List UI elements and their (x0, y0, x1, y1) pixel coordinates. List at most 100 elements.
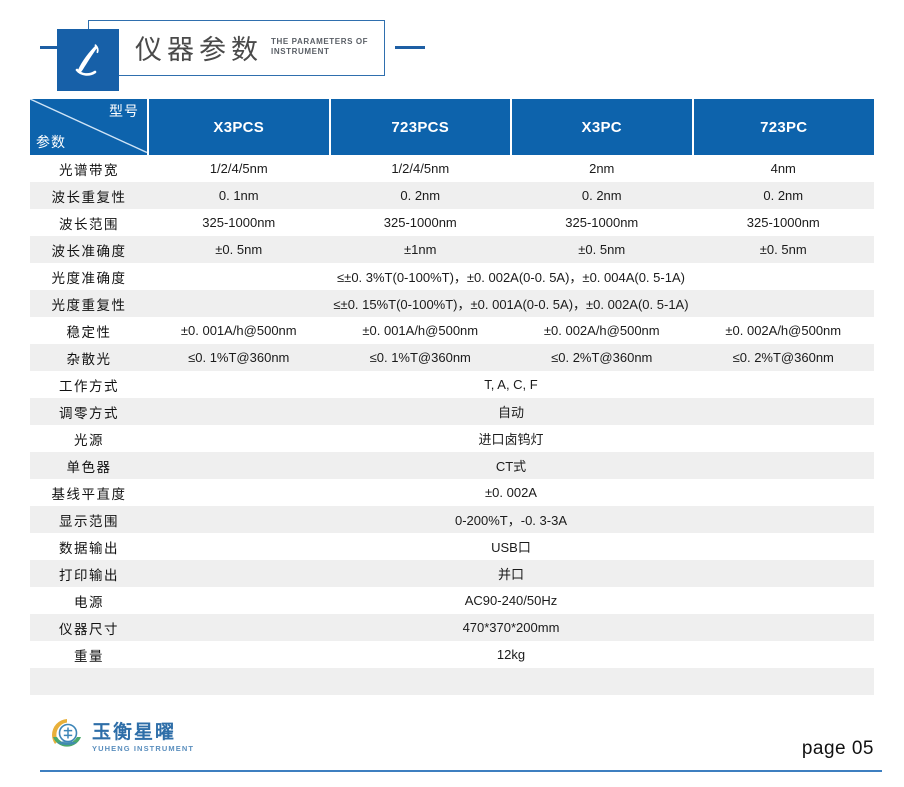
row-value-merged: 进口卤钨灯 (148, 425, 874, 452)
specification-table-wrapper: 型号 参数 X3PCS 723PCS X3PC 723PC 光谱带宽 1/2/4/… (30, 99, 874, 695)
row-value-3: 0. 2nm (692, 182, 874, 209)
row-value-merged: USB口 (148, 533, 874, 560)
row-value-1: 0. 2nm (329, 182, 511, 209)
row-value-3: 325-1000nm (692, 209, 874, 236)
row-value-3: ≤0. 2%T@360nm (692, 344, 874, 371)
row-value-2: ±0. 002A/h@500nm (511, 317, 693, 344)
table-row: 光度重复性 ≤±0. 15%T(0-100%T)，±0. 001A(0-0. 5A… (30, 290, 874, 317)
company-logo-text: 玉衡星曜 YUHENG INSTRUMENT (92, 720, 195, 753)
row-label: 波长准确度 (30, 236, 148, 263)
row-value-3: 4nm (692, 155, 874, 182)
row-value-merged: 自动 (148, 398, 874, 425)
row-value-3: ±0. 5nm (692, 236, 874, 263)
table-row: 波长重复性 0. 1nm 0. 2nm 0. 2nm 0. 2nm (30, 182, 874, 209)
row-value-0: ±0. 5nm (148, 236, 330, 263)
row-label: 波长重复性 (30, 182, 148, 209)
row-value-1: 325-1000nm (329, 209, 511, 236)
row-value-0: ±0. 001A/h@500nm (148, 317, 330, 344)
row-label: 光度准确度 (30, 263, 148, 290)
page-header: 仪器参数 THE PARAMETERS OF INSTRUMENT (0, 0, 904, 95)
row-value-merged: AC90-240/50Hz (148, 587, 874, 614)
table-body: 光谱带宽 1/2/4/5nm 1/2/4/5nm 2nm 4nm 波长重复性 0. 1nm 0… (30, 155, 874, 695)
table-row: 波长范围 325-1000nm 325-1000nm 325-1000nm 325-10… (30, 209, 874, 236)
corner-model-label: 型号 (109, 104, 139, 120)
header-title-frame: 仪器参数 THE PARAMETERS OF INSTRUMENT (57, 19, 386, 91)
row-value-merged: ≤±0. 3%T(0-100%T)，±0. 002A(0-0. 5A)，±0. … (148, 263, 874, 290)
table-row: 数据输出 USB口 (30, 533, 874, 560)
row-label: 电源 (30, 587, 148, 614)
page-number: page 05 (801, 738, 874, 759)
corner-header-cell: 型号 参数 (30, 99, 149, 155)
row-value-merged: 0-200%T，-0. 3-3A (148, 506, 874, 533)
row-value-1: 1/2/4/5nm (329, 155, 511, 182)
diagonal-divider-icon (30, 99, 147, 153)
page-footer: 玉衡星曜 YUHENG INSTRUMENT page 05 (0, 709, 904, 787)
table-header-row: 型号 参数 X3PCS 723PCS X3PC 723PC (30, 99, 874, 155)
table-row: 波长准确度 ±0. 5nm ±1nm ±0. 5nm ±0. 5nm (30, 236, 874, 263)
corner-param-label: 参数 (36, 135, 66, 151)
row-value-3: ±0. 002A/h@500nm (692, 317, 874, 344)
row-value-0: 0. 1nm (148, 182, 330, 209)
table-row: 重量 12kg (30, 641, 874, 668)
table-row: 稳定性 ±0. 001A/h@500nm ±0. 001A/h@500nm ±0. 0… (30, 317, 874, 344)
row-label: 调零方式 (30, 398, 148, 425)
header-dash-right (395, 46, 426, 49)
column-header-2: X3PC (511, 99, 694, 155)
header-title-cn: 仪器参数 (135, 35, 263, 66)
row-label: 打印输出 (30, 560, 148, 587)
row-label (30, 668, 148, 695)
row-label: 单色器 (30, 452, 148, 479)
row-value-2: ≤0. 2%T@360nm (511, 344, 693, 371)
row-value-merged: ±0. 002A (148, 479, 874, 506)
row-value-2: 0. 2nm (511, 182, 693, 209)
yuheng-emblem-icon (48, 716, 86, 759)
row-value-1: ≤0. 1%T@360nm (329, 344, 511, 371)
row-value-1: ±0. 001A/h@500nm (329, 317, 511, 344)
quill-pen-icon (57, 28, 119, 91)
row-label: 光度重复性 (30, 290, 148, 317)
row-value-merged (148, 668, 874, 695)
column-header-3: 723PC (692, 99, 874, 155)
table-row: 光源 进口卤钨灯 (30, 425, 874, 452)
row-value-merged: T, A, C, F (148, 371, 874, 398)
table-row: 光度准确度 ≤±0. 3%T(0-100%T)，±0. 002A(0-0. 5A)… (30, 263, 874, 290)
table-row: 显示范围 0-200%T，-0. 3-3A (30, 506, 874, 533)
table-row: 光谱带宽 1/2/4/5nm 1/2/4/5nm 2nm 4nm (30, 155, 874, 182)
row-label: 光源 (30, 425, 148, 452)
row-value-merged: CT式 (148, 452, 874, 479)
column-header-0: X3PCS (148, 99, 331, 155)
specification-table: 型号 参数 X3PCS 723PCS X3PC 723PC 光谱带宽 1/2/4/… (30, 99, 874, 695)
table-row: 杂散光 ≤0. 1%T@360nm ≤0. 1%T@360nm ≤0. 2%T@360… (30, 344, 874, 371)
table-row: 调零方式 自动 (30, 398, 874, 425)
table-row: 仪器尺寸 470*370*200mm (30, 614, 874, 641)
table-row: 电源 AC90-240/50Hz (30, 587, 874, 614)
table-row: 基线平直度 ±0. 002A (30, 479, 874, 506)
table-header: 型号 参数 X3PCS 723PCS X3PC 723PC (30, 99, 874, 155)
row-label: 工作方式 (30, 371, 148, 398)
footer-divider (40, 770, 882, 772)
table-row: 打印输出 并口 (30, 560, 874, 587)
table-row: 工作方式 T, A, C, F (30, 371, 874, 398)
table-row (30, 668, 874, 695)
row-value-2: 2nm (511, 155, 693, 182)
row-value-2: ±0. 5nm (511, 236, 693, 263)
row-value-merged: 470*370*200mm (148, 614, 874, 641)
header-title-en: THE PARAMETERS OF INSTRUMENT (271, 37, 368, 57)
row-value-2: 325-1000nm (511, 209, 693, 236)
company-name-cn: 玉衡星曜 (92, 720, 177, 743)
row-value-merged: 并口 (148, 560, 874, 587)
header-title-en-line2: INSTRUMENT (271, 46, 330, 56)
row-value-merged: 12kg (148, 641, 874, 668)
row-label: 重量 (30, 641, 148, 668)
row-label: 基线平直度 (30, 479, 148, 506)
row-label: 稳定性 (30, 317, 148, 344)
row-value-0: ≤0. 1%T@360nm (148, 344, 330, 371)
header-title-en-line1: THE PARAMETERS OF (271, 37, 369, 47)
company-name-en: YUHENG INSTRUMENT (92, 743, 195, 753)
company-logo: 玉衡星曜 YUHENG INSTRUMENT (48, 716, 194, 759)
row-label: 显示范围 (30, 506, 148, 533)
row-label: 杂散光 (30, 344, 148, 371)
row-value-0: 1/2/4/5nm (148, 155, 330, 182)
column-header-1: 723PCS (329, 99, 512, 155)
row-value-0: 325-1000nm (148, 209, 330, 236)
